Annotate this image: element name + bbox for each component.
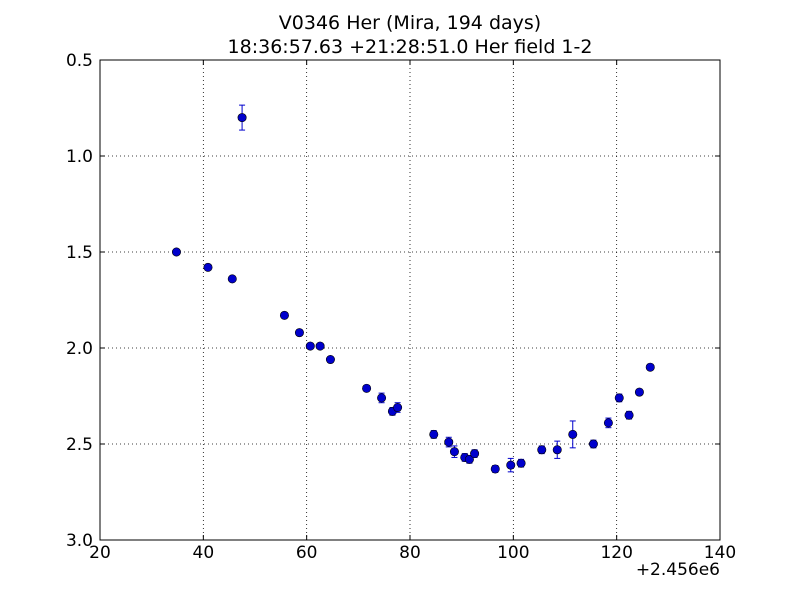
data-point <box>171 247 181 257</box>
data-point <box>603 417 613 429</box>
point-marker <box>227 274 237 284</box>
point-marker <box>464 454 474 464</box>
data-point <box>203 262 213 272</box>
data-point <box>506 457 516 473</box>
point-marker <box>362 383 372 393</box>
plot-frame <box>99 59 721 541</box>
point-marker <box>568 429 578 439</box>
data-point <box>568 420 578 449</box>
data-point <box>227 274 237 284</box>
x-tick-label: 60 <box>296 543 318 563</box>
data-point <box>537 445 547 455</box>
point-marker <box>171 247 181 257</box>
data-point <box>588 439 598 449</box>
point-marker <box>203 262 213 272</box>
x-tick-label: 100 <box>497 543 529 563</box>
x-axis-tick-labels: 20 40 60 80 100 120 140 <box>89 543 736 563</box>
y-tick-label: 2.0 <box>66 339 93 359</box>
x-tick-label: 40 <box>193 543 215 563</box>
data-point <box>552 440 562 459</box>
point-marker <box>537 445 547 455</box>
point-marker <box>315 341 325 351</box>
point-marker <box>429 429 439 439</box>
x-tick-label: 140 <box>704 543 736 563</box>
data-point <box>362 383 372 393</box>
point-marker <box>444 437 454 447</box>
point-marker <box>588 439 598 449</box>
data-point <box>490 464 500 474</box>
data-point <box>393 402 403 413</box>
x-tick-label: 80 <box>399 543 421 563</box>
data-point <box>279 310 289 320</box>
data-point <box>444 436 454 448</box>
y-tick-label: 2.5 <box>66 435 93 455</box>
data-point <box>634 387 644 397</box>
data-point <box>237 104 247 131</box>
data-point <box>516 458 526 468</box>
grid <box>100 60 720 540</box>
point-marker <box>614 393 624 403</box>
data-point <box>315 341 325 351</box>
data-point <box>645 362 655 372</box>
point-marker <box>237 113 247 123</box>
chart-title: V0346 Her (Mira, 194 days) <box>279 12 541 34</box>
data-point <box>614 393 624 403</box>
point-marker <box>377 393 387 403</box>
y-tick-label: 1.0 <box>66 147 93 167</box>
x-axis-offset-label: +2.456e6 <box>636 560 720 580</box>
data-point <box>449 445 459 458</box>
data-point <box>470 449 480 459</box>
point-marker <box>470 449 480 459</box>
point-marker <box>624 410 634 420</box>
x-tick-label: 120 <box>600 543 632 563</box>
point-marker <box>294 328 304 338</box>
y-tick-label: 0.5 <box>66 51 93 71</box>
point-marker <box>449 447 459 457</box>
point-marker <box>279 310 289 320</box>
point-marker <box>645 362 655 372</box>
data-points <box>171 104 655 474</box>
data-point <box>624 410 634 420</box>
y-tick-label: 1.5 <box>66 243 93 263</box>
point-marker <box>490 464 500 474</box>
point-marker <box>516 458 526 468</box>
data-point <box>377 392 387 404</box>
point-marker <box>634 387 644 397</box>
y-tick-label: 3.0 <box>66 531 93 551</box>
data-point <box>294 328 304 338</box>
point-marker <box>506 460 516 470</box>
x-tick-label: 20 <box>89 543 111 563</box>
point-marker <box>393 403 403 413</box>
data-point <box>429 429 439 439</box>
point-marker <box>603 418 613 428</box>
point-marker <box>552 445 562 455</box>
y-axis-tick-labels: 0.5 1.0 1.5 2.0 2.5 3.0 <box>66 51 93 551</box>
data-point <box>325 355 335 365</box>
chart-subtitle: 18:36:57.63 +21:28:51.0 Her field 1-2 <box>228 36 593 58</box>
point-marker <box>325 355 335 365</box>
data-point <box>305 341 315 351</box>
point-marker <box>305 341 315 351</box>
